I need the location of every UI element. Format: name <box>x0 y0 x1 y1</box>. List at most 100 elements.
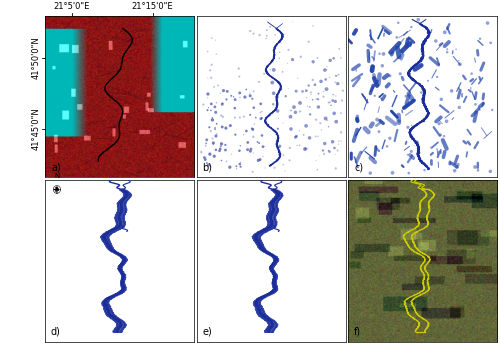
Point <box>274 116 282 121</box>
Point <box>272 139 280 144</box>
Point <box>242 128 250 134</box>
Point <box>260 144 268 149</box>
Point <box>293 143 301 148</box>
Point <box>241 94 249 100</box>
Point <box>290 104 298 110</box>
Point <box>334 72 342 77</box>
Point <box>216 148 224 154</box>
Point <box>408 24 416 30</box>
Point <box>441 30 449 35</box>
Point <box>308 97 316 102</box>
Point <box>197 148 205 154</box>
Point <box>212 147 220 152</box>
Point <box>257 116 265 121</box>
Point <box>208 117 216 123</box>
Point <box>287 126 295 132</box>
Point <box>217 144 225 149</box>
Point <box>307 91 315 97</box>
Point <box>326 75 334 80</box>
Point <box>270 67 278 73</box>
Point <box>304 104 312 109</box>
Point <box>448 88 456 93</box>
Point <box>338 98 346 103</box>
Point <box>317 79 325 84</box>
Point <box>212 51 220 57</box>
Point <box>314 91 322 97</box>
Point <box>248 126 256 131</box>
Point <box>250 121 258 127</box>
Point <box>298 89 306 94</box>
Point <box>232 132 239 137</box>
Point <box>220 88 228 93</box>
Point <box>330 145 338 151</box>
Point <box>255 140 263 146</box>
Point <box>314 104 322 110</box>
Point <box>279 120 287 126</box>
Point <box>486 40 494 46</box>
Point <box>354 114 362 119</box>
Point <box>276 86 284 92</box>
Point <box>420 167 428 173</box>
Point <box>236 159 244 165</box>
Text: N: N <box>54 173 60 179</box>
Point <box>198 150 205 155</box>
Point <box>296 109 304 114</box>
Point <box>306 135 314 141</box>
Point <box>244 147 252 152</box>
Point <box>472 102 480 107</box>
Point <box>208 117 216 123</box>
Point <box>204 75 212 81</box>
Point <box>312 158 320 163</box>
Point <box>246 93 254 99</box>
Point <box>212 121 220 127</box>
Point <box>248 96 256 101</box>
Point <box>204 49 212 54</box>
Point <box>250 89 258 94</box>
Point <box>275 56 283 61</box>
Point <box>292 135 300 140</box>
Point <box>224 89 232 94</box>
Point <box>432 38 440 44</box>
Point <box>332 99 340 104</box>
Point <box>302 146 310 151</box>
Point <box>405 170 413 176</box>
Point <box>288 19 296 24</box>
Point <box>311 82 319 88</box>
Point <box>296 100 304 106</box>
Point <box>236 95 244 100</box>
Point <box>210 141 218 147</box>
Point <box>392 34 400 40</box>
Point <box>332 80 340 85</box>
Point <box>324 124 332 129</box>
Point <box>414 17 422 22</box>
Point <box>271 32 279 38</box>
Point <box>211 104 219 110</box>
Point <box>268 80 276 85</box>
Point <box>202 139 210 145</box>
Point <box>294 75 302 81</box>
Point <box>258 133 266 138</box>
Point <box>331 151 339 157</box>
Point <box>232 164 240 169</box>
Point <box>474 168 482 173</box>
Point <box>270 165 278 170</box>
Point <box>256 32 264 38</box>
Point <box>312 117 320 122</box>
Point <box>252 115 260 120</box>
Point <box>452 47 460 52</box>
Point <box>266 24 274 29</box>
Point <box>312 134 320 139</box>
Point <box>307 90 315 95</box>
Point <box>284 60 292 66</box>
Point <box>258 109 266 114</box>
Point <box>327 102 335 108</box>
Point <box>231 105 239 111</box>
Point <box>255 79 263 85</box>
Point <box>488 107 496 113</box>
Point <box>242 87 250 92</box>
Point <box>226 123 234 128</box>
Point <box>222 97 230 102</box>
Point <box>200 155 208 160</box>
Point <box>296 128 304 134</box>
Point <box>256 110 264 115</box>
